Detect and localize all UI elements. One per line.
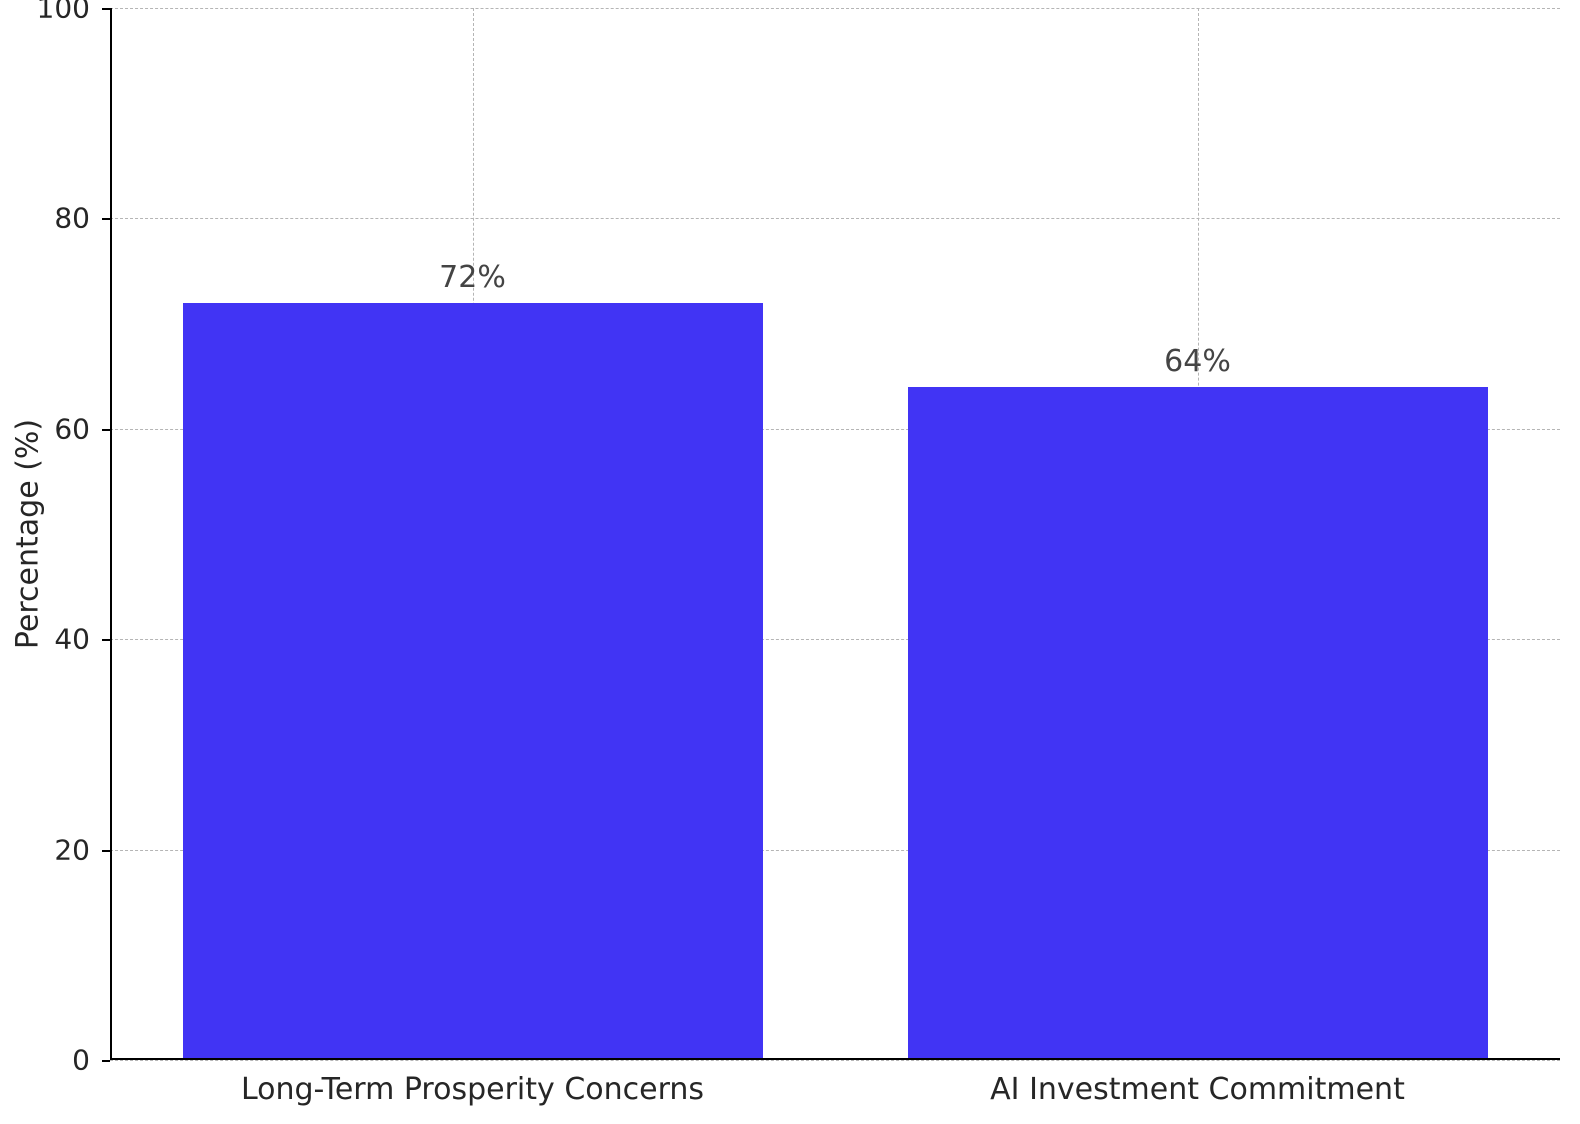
bar-value-label: 72% bbox=[439, 260, 506, 295]
y-tick-label: 20 bbox=[0, 833, 90, 866]
y-tick-label: 40 bbox=[0, 623, 90, 656]
x-tick-label: AI Investment Commitment bbox=[990, 1072, 1405, 1107]
y-tick-label: 80 bbox=[0, 202, 90, 235]
bar bbox=[183, 303, 763, 1060]
gridline bbox=[110, 218, 1560, 219]
y-axis-spine bbox=[110, 8, 112, 1060]
bar bbox=[908, 387, 1488, 1060]
y-tick-mark bbox=[102, 1060, 110, 1062]
y-tick-mark bbox=[102, 8, 110, 10]
x-tick-label: Long-Term Prosperity Concerns bbox=[241, 1072, 704, 1107]
gridline bbox=[110, 8, 1560, 9]
plot-area bbox=[110, 8, 1560, 1060]
x-axis-spine bbox=[110, 1058, 1560, 1060]
y-tick-mark bbox=[102, 639, 110, 641]
y-tick-label: 0 bbox=[0, 1044, 90, 1077]
y-tick-mark bbox=[102, 218, 110, 220]
gridline bbox=[110, 1060, 1560, 1061]
y-tick-label: 100 bbox=[0, 0, 90, 25]
bar-chart: Percentage (%) 0 20 40 60 80 100 72% Long-Term … bbox=[0, 0, 1580, 1124]
bar-value-label: 64% bbox=[1164, 344, 1231, 379]
y-tick-mark bbox=[102, 850, 110, 852]
y-tick-mark bbox=[102, 429, 110, 431]
y-axis-label: Percentage (%) bbox=[11, 419, 46, 649]
y-tick-label: 60 bbox=[0, 412, 90, 445]
